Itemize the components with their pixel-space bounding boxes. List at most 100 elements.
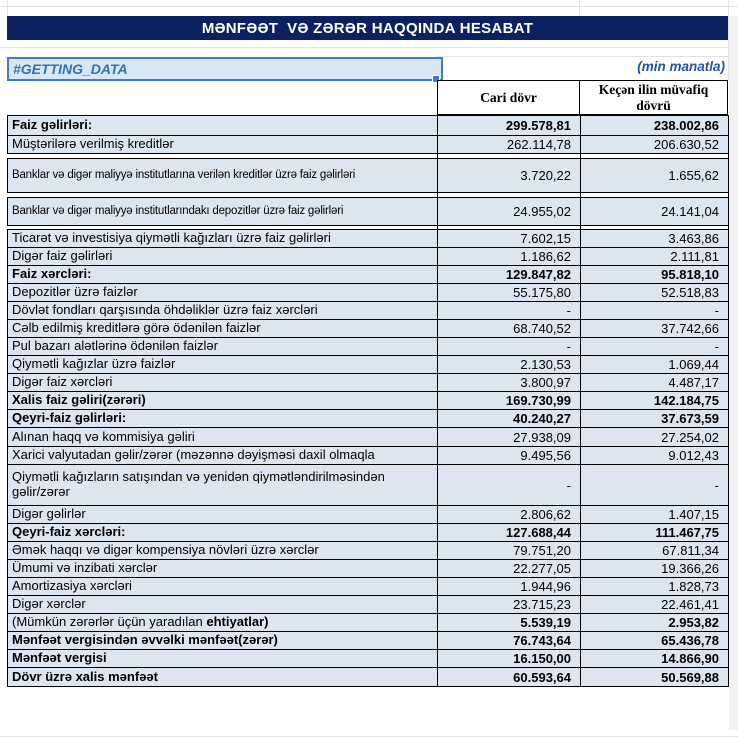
column-header-current[interactable]: Cari dövr xyxy=(438,81,580,114)
row-label[interactable]: Dövlət fondları qarşısında öhdəliklər üz… xyxy=(7,301,438,320)
row-label[interactable]: Banklar və digər maliyyə institutlarına … xyxy=(7,158,438,193)
value-previous[interactable]: 37.673,59 xyxy=(580,409,729,428)
table-row: Mənfəət vergisindən əvvəlki mənfəət(zərə… xyxy=(7,631,729,650)
value-current[interactable]: - xyxy=(437,464,581,506)
value-previous[interactable]: 67.811,34 xyxy=(580,541,729,560)
value-current[interactable]: 23.715,23 xyxy=(437,595,581,614)
value-current[interactable]: 2.130,53 xyxy=(437,355,581,374)
value-previous[interactable]: 4.487,17 xyxy=(580,373,729,392)
value-current[interactable]: 1.186,62 xyxy=(437,247,581,266)
row-label[interactable]: Əmək haqqı və digər kompensiya növləri ü… xyxy=(7,541,438,560)
value-previous[interactable]: 27.254,02 xyxy=(580,427,729,447)
value-current[interactable]: 7.602,15 xyxy=(437,229,581,248)
value-previous[interactable]: - xyxy=(580,337,729,356)
value-current[interactable]: - xyxy=(437,337,581,356)
row-label[interactable]: Ticarət və investisiya qiymətli kağızlar… xyxy=(7,229,438,248)
row-label[interactable]: Faiz gəlirləri: xyxy=(7,115,438,136)
row-label[interactable]: Depozitlər üzrə faizlər xyxy=(7,283,438,302)
row-label[interactable]: Amortizasiya xərcləri xyxy=(7,577,438,596)
table-row: Qiymətli kağızların satışından və yenidə… xyxy=(7,464,729,506)
row-label[interactable]: Qiymətli kağızların satışından və yenidə… xyxy=(7,464,438,506)
column-header-previous[interactable]: Keçən ilin müvafiq dövrü xyxy=(598,81,709,113)
value-current[interactable]: 55.175,80 xyxy=(437,283,581,302)
value-previous[interactable]: - xyxy=(580,301,729,320)
spacer-cell xyxy=(7,192,438,198)
gridline xyxy=(0,47,738,48)
value-current[interactable]: - xyxy=(437,301,581,320)
row-label[interactable]: Cəlb edilmiş kreditlərə görə ödənilən fa… xyxy=(7,319,438,338)
row-label[interactable]: Digər faiz xərcləri xyxy=(7,373,438,392)
table-row: Digər gəlirlər 2.806,62 1.407,15 xyxy=(7,505,729,524)
value-current[interactable]: 299.578,81 xyxy=(437,115,581,136)
value-current[interactable]: 16.150,00 xyxy=(437,649,581,668)
gridline xyxy=(0,6,738,7)
value-previous[interactable]: 238.002,86 xyxy=(580,115,729,136)
value-current[interactable]: 5.539,19 xyxy=(437,613,581,632)
value-current[interactable]: 262.114,78 xyxy=(437,135,581,154)
spacer-cell xyxy=(437,192,581,198)
value-current[interactable]: 9.495,56 xyxy=(437,446,581,465)
value-previous[interactable]: 1.407,15 xyxy=(580,505,729,524)
value-previous[interactable]: 22.461,41 xyxy=(580,595,729,614)
spacer-cell xyxy=(437,225,581,230)
row-label[interactable]: Müştərilərə verilmiş kreditlər xyxy=(7,135,438,154)
row-label[interactable]: Qeyri-faiz xərcləri: xyxy=(7,523,438,542)
value-previous[interactable]: 50.569,88 xyxy=(580,667,729,687)
value-previous[interactable]: 206.630,52 xyxy=(580,135,729,154)
value-previous[interactable]: 65.436,78 xyxy=(580,631,729,650)
value-previous[interactable]: 142.184,75 xyxy=(580,391,729,410)
value-current[interactable]: 2.806,62 xyxy=(437,505,581,524)
fill-handle[interactable] xyxy=(432,75,440,83)
spacer-cell xyxy=(7,225,438,230)
value-current[interactable]: 169.730,99 xyxy=(437,391,581,410)
row-label[interactable]: Digər xərclər xyxy=(7,595,438,614)
row-label[interactable]: Digər faiz gəlirləri xyxy=(7,247,438,266)
value-previous[interactable]: 1.655,62 xyxy=(580,158,729,193)
value-previous[interactable]: 2.111,81 xyxy=(580,247,729,266)
row-label[interactable]: Qeyri-faiz gəlirləri: xyxy=(7,409,438,428)
table-row: Ümumi və inzibati xərclər 22.277,05 19.366… xyxy=(7,559,729,578)
row-label[interactable]: (Mümkün zərərlər üçün yaradılan ehtiyatl… xyxy=(7,613,438,632)
value-previous[interactable]: 37.742,66 xyxy=(580,319,729,338)
value-previous[interactable]: 9.012,43 xyxy=(580,446,729,465)
value-previous[interactable]: 111.467,75 xyxy=(580,523,729,542)
table-row: Əmək haqqı və digər kompensiya növləri ü… xyxy=(7,541,729,560)
row-label[interactable]: Xalis faiz gəliri(zərəri) xyxy=(7,391,438,410)
row-label[interactable]: Dövr üzrə xalis mənfəət xyxy=(7,667,438,687)
row-label[interactable]: Faiz xərcləri: xyxy=(7,265,438,284)
value-previous[interactable]: 3.463,86 xyxy=(580,229,729,248)
value-current[interactable]: 60.593,64 xyxy=(437,667,581,687)
value-previous[interactable]: 52.518,83 xyxy=(580,283,729,302)
row-label[interactable]: Alınan haqq və kommisiya gəliri xyxy=(7,427,438,447)
row-label[interactable]: Mənfəət vergisi xyxy=(7,649,438,668)
value-current[interactable]: 79.751,20 xyxy=(437,541,581,560)
row-label[interactable]: Pul bazarı alətlərinə ödənilən faizlər xyxy=(7,337,438,356)
value-previous[interactable]: - xyxy=(580,464,729,506)
value-previous[interactable]: 95.818,10 xyxy=(580,265,729,284)
row-label[interactable]: Banklar və digər maliyyə institutlarında… xyxy=(7,197,438,226)
value-current[interactable]: 129.847,82 xyxy=(437,265,581,284)
value-current[interactable]: 40.240,27 xyxy=(437,409,581,428)
value-previous[interactable]: 2.953,82 xyxy=(580,613,729,632)
value-previous[interactable]: 24.141,04 xyxy=(580,197,729,226)
row-label[interactable]: Digər gəlirlər xyxy=(7,505,438,524)
value-current[interactable]: 68.740,52 xyxy=(437,319,581,338)
getting-data-cell[interactable]: #GETTING_DATA xyxy=(7,57,443,81)
value-current[interactable]: 3.720,22 xyxy=(437,158,581,193)
value-current[interactable]: 127.688,44 xyxy=(437,523,581,542)
value-current[interactable]: 1.944,96 xyxy=(437,577,581,596)
value-current[interactable]: 3.800,97 xyxy=(437,373,581,392)
value-previous[interactable]: 1.069,44 xyxy=(580,355,729,374)
row-label[interactable]: Xarici valyutadan gəlir/zərər (məzənnə d… xyxy=(7,446,438,465)
value-current[interactable]: 24.955,02 xyxy=(437,197,581,226)
row-label[interactable]: Mənfəət vergisindən əvvəlki mənfəət(zərə… xyxy=(7,631,438,650)
value-previous[interactable]: 19.366,26 xyxy=(580,559,729,578)
spacer-row xyxy=(7,192,729,198)
value-previous[interactable]: 14.866,90 xyxy=(580,649,729,668)
value-previous[interactable]: 1.828,73 xyxy=(580,577,729,596)
value-current[interactable]: 76.743,64 xyxy=(437,631,581,650)
value-current[interactable]: 27.938,09 xyxy=(437,427,581,447)
row-label[interactable]: Qiymətli kağızlar üzrə faizlər xyxy=(7,355,438,374)
row-label[interactable]: Ümumi və inzibati xərclər xyxy=(7,559,438,578)
value-current[interactable]: 22.277,05 xyxy=(437,559,581,578)
